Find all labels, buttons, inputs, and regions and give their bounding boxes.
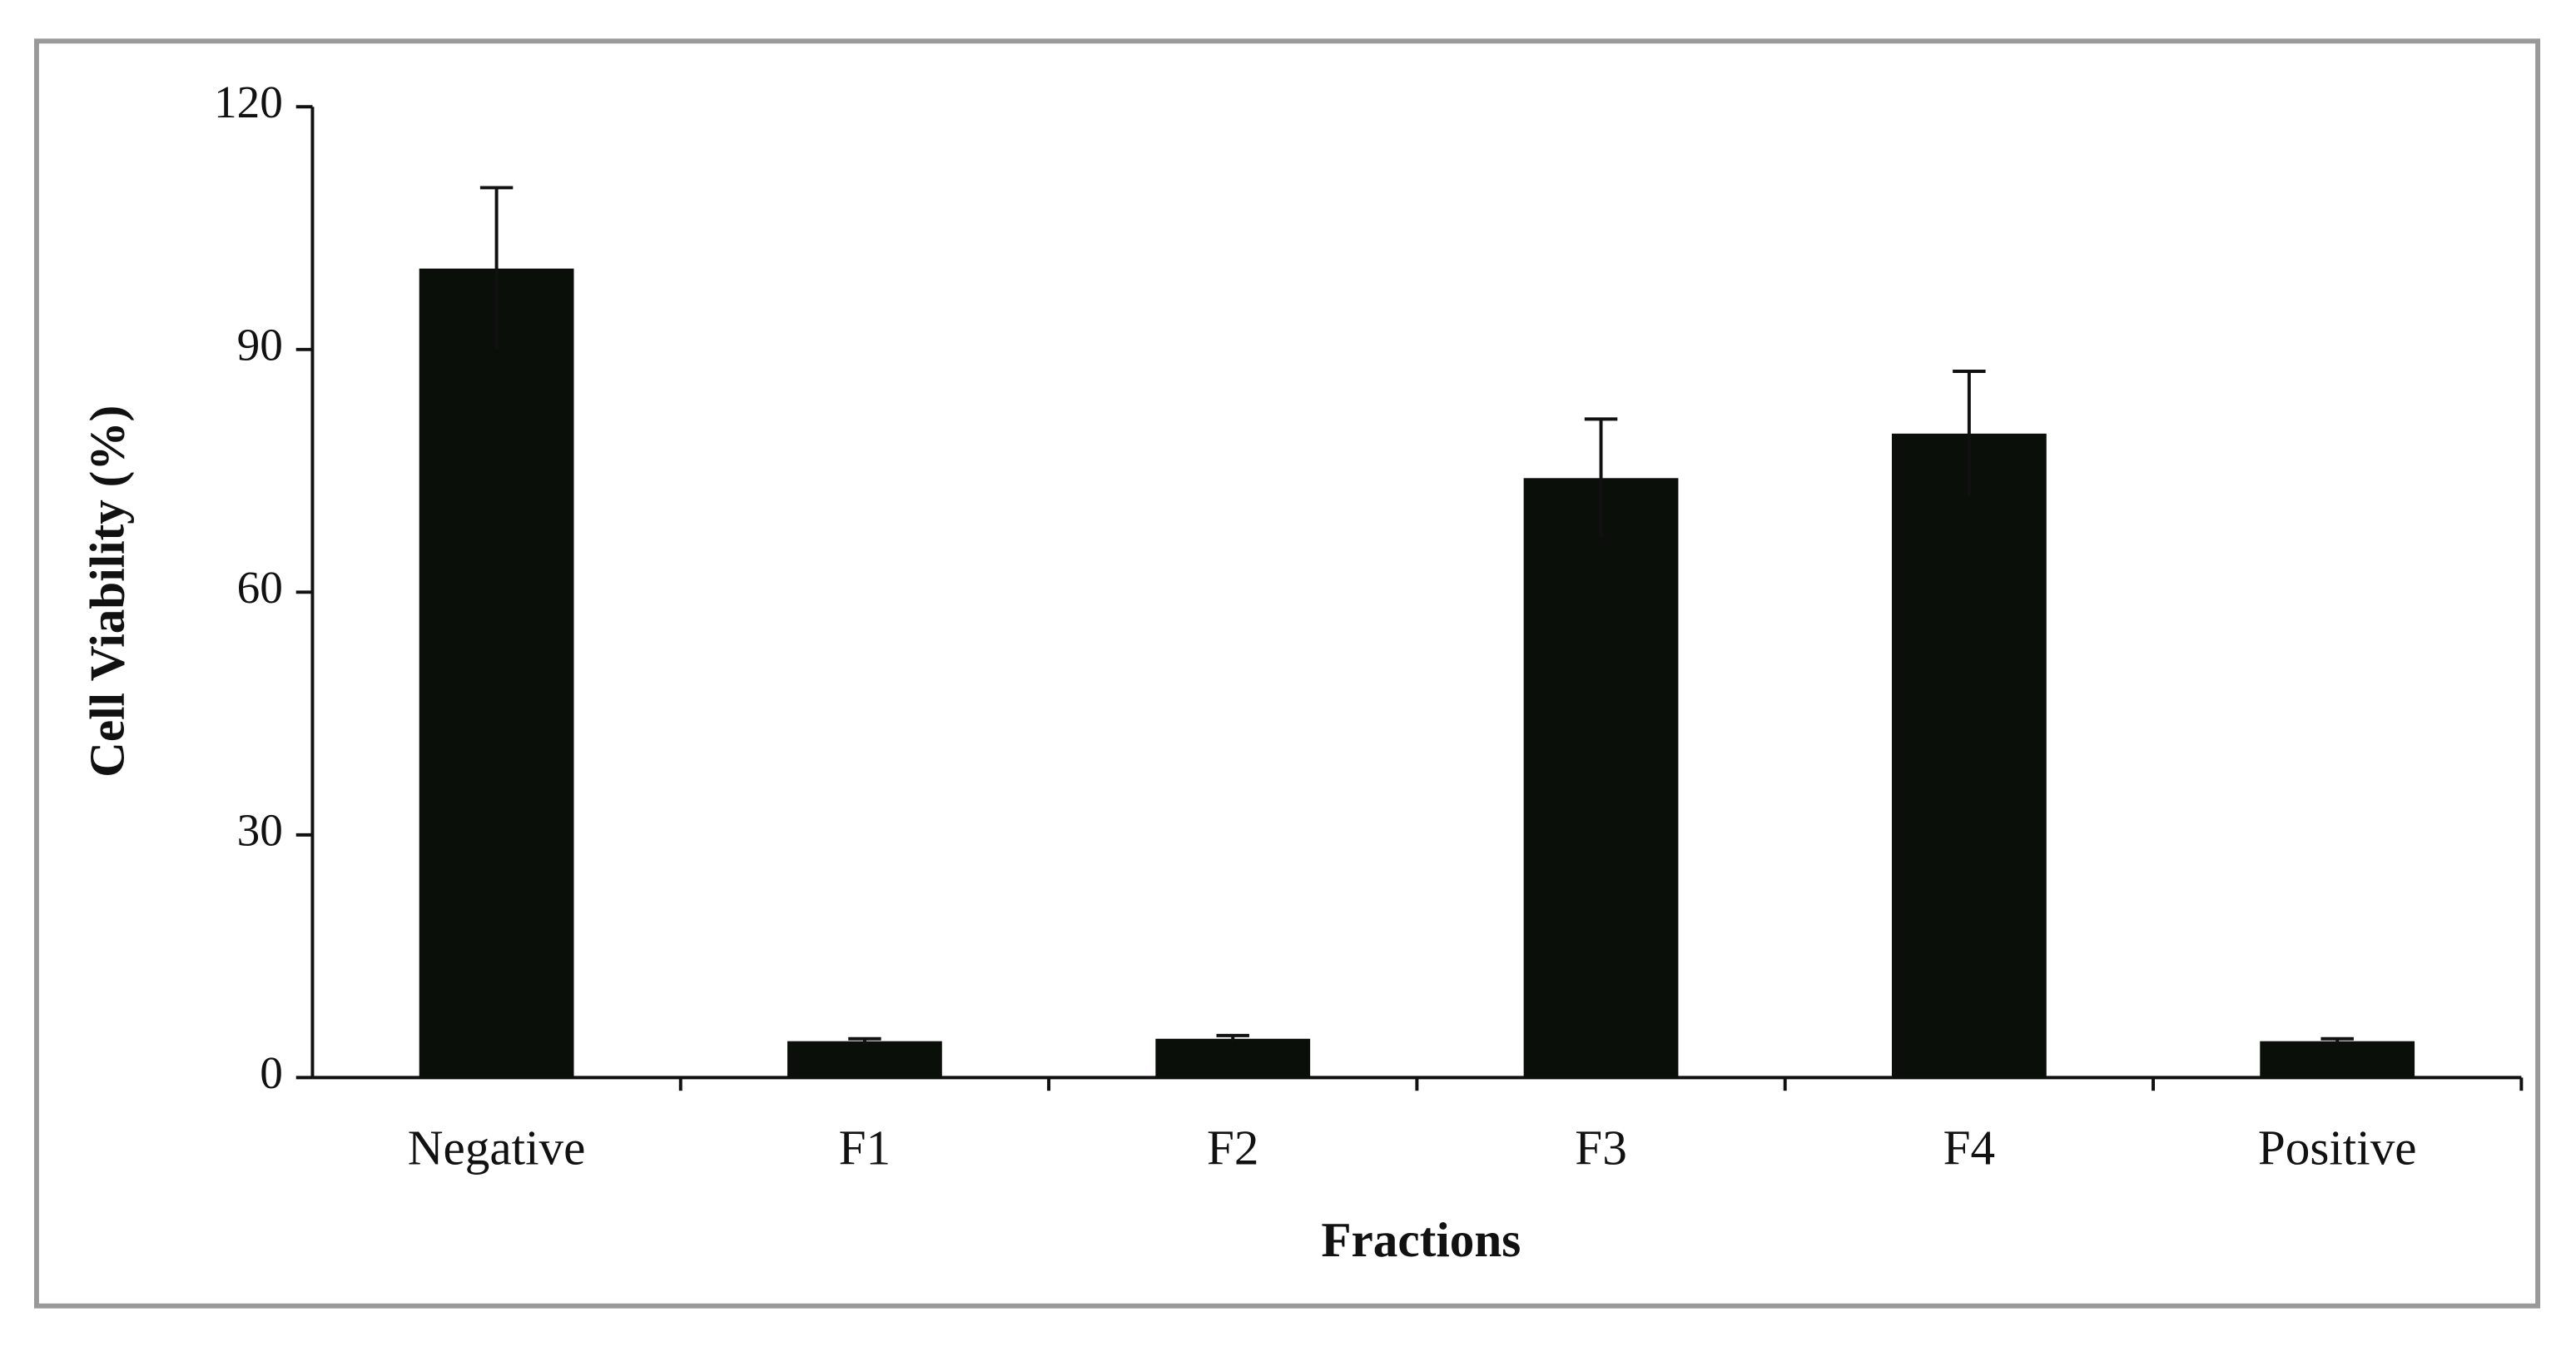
y-tick-label: 60 [237, 562, 283, 613]
error-bar [2320, 1036, 2354, 1044]
y-tick-label: 0 [260, 1047, 283, 1098]
x-tick-label: Positive [2258, 1121, 2417, 1176]
chart-frame [33, 38, 2541, 1309]
bar [1523, 478, 1679, 1078]
y-tick-label: 120 [214, 77, 283, 127]
error-bar [1584, 417, 1618, 538]
bar [2260, 1041, 2415, 1078]
error-bar [848, 1036, 881, 1044]
y-tick-label: 90 [237, 319, 283, 370]
y-tick-label: 30 [237, 805, 283, 856]
x-tick-label: F2 [1207, 1121, 1259, 1176]
error-bar [1953, 370, 1986, 496]
bar [787, 1041, 942, 1078]
x-tick-label: Negative [408, 1121, 586, 1176]
x-tick-label: F4 [1943, 1121, 1996, 1176]
x-axis-title: Fractions [1321, 1212, 1521, 1267]
error-bar [479, 186, 514, 350]
bar [419, 268, 574, 1078]
y-axis-title: Cell Viability (%) [79, 405, 134, 778]
bar [1155, 1038, 1311, 1078]
x-tick-label: F1 [839, 1121, 891, 1176]
bar [1891, 433, 2047, 1078]
x-tick-label: F3 [1575, 1121, 1627, 1176]
error-bar [1216, 1033, 1249, 1042]
